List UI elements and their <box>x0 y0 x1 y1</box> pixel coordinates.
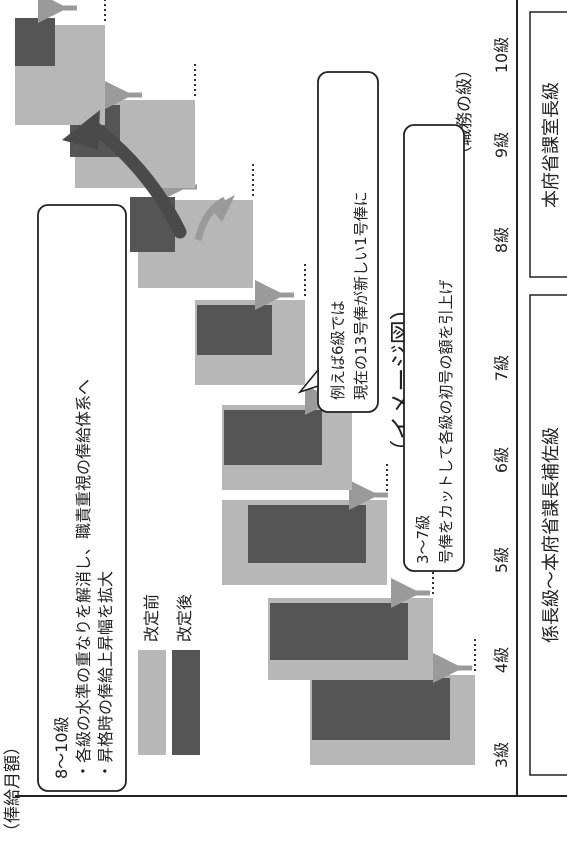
legend-before-swatch <box>138 650 166 755</box>
category-upper-label: 本府省課室長級 <box>541 82 562 208</box>
note-box-3-7: 3～7級 号俸をカットして各級の初号の額を引上げ <box>403 124 465 572</box>
category-lower-frame <box>529 294 567 776</box>
grade-10-bars <box>15 0 106 125</box>
grade-label-5: 5級 <box>492 547 511 573</box>
category-lower-label: 係長級～本府省課長補佐級 <box>541 427 562 643</box>
legend-after-swatch <box>172 650 200 755</box>
bar-after-grade-4 <box>270 603 408 660</box>
note-8-10-line3: ・昇格時の俸給上昇幅を拡大 <box>96 571 115 779</box>
bar-after-grade-3 <box>312 678 450 740</box>
grade-3-bars <box>310 637 476 765</box>
legend: 改定前 改定後 <box>138 594 200 755</box>
grade-label-8: 8級 <box>492 227 511 253</box>
note-box-8-10: 8～10級 ・各級の水準の重なりを解消し、職責重視の俸給体系へ ・昇格時の俸給上… <box>37 204 127 792</box>
note-3-7-line1: 3～7級 <box>414 515 432 564</box>
promotion-arrow-head <box>62 110 100 150</box>
note-3-7-line2: 号俸をカットして各級の初号の額を引上げ <box>437 279 455 564</box>
note-8-10-line2: ・各級の水準の重なりを解消し、職責重視の俸給体系へ <box>74 379 93 779</box>
note-example-line2: 現在の13号俸が新しい1号俸に <box>352 191 370 400</box>
grade-5-bars <box>222 462 388 585</box>
bar-after-grade-6 <box>224 410 322 465</box>
grade-4-bars <box>268 560 434 680</box>
note-box-3-7-frame <box>403 124 465 572</box>
note-box-example-frame <box>317 71 379 413</box>
grade-label-7: 7級 <box>492 355 511 381</box>
grade-bars <box>15 0 476 765</box>
grade-label-10: 10級 <box>492 37 511 73</box>
note-box-8-10-frame <box>37 204 127 792</box>
grade-7-bars <box>195 262 306 385</box>
grade-labels: 3級 4級 5級 6級 7級 8級 9級 10級 <box>492 37 511 768</box>
grade-label-6: 6級 <box>492 447 511 473</box>
legend-after-label: 改定後 <box>175 594 194 642</box>
category-lower: 係長級～本府省課長補佐級 <box>529 294 567 776</box>
category-upper: 本府省課室長級 <box>529 11 567 278</box>
note-box-example: 例えば6級では 現在の13号俸が新しい1号俸に <box>297 71 379 413</box>
grade-label-4: 4級 <box>492 647 511 673</box>
small-curved-arrow-head <box>210 195 235 222</box>
note-example-line1: 例えば6級では <box>329 300 347 400</box>
y-axis-label: （俸給月額） <box>3 738 23 840</box>
grade-6-bars <box>222 367 353 490</box>
grade-label-9: 9級 <box>492 132 511 158</box>
note-box-example-pointer <box>297 367 319 394</box>
note-8-10-line1: 8～10級 <box>52 716 71 779</box>
promotion-arrow <box>88 121 187 239</box>
grade-label-3: 3級 <box>492 742 511 768</box>
bar-after-grade-10 <box>15 18 55 66</box>
legend-before-label: 改定前 <box>142 594 161 642</box>
grade-8-bars <box>130 162 254 288</box>
rotated-text-layer: （イメージ図） （俸給月額） （職務の級） 3級4級5級6級7級8級9級10級 … <box>3 11 567 840</box>
category-upper-frame <box>529 11 567 278</box>
bar-after-grade-5 <box>248 505 366 563</box>
bar-after-grade-7 <box>197 305 272 355</box>
